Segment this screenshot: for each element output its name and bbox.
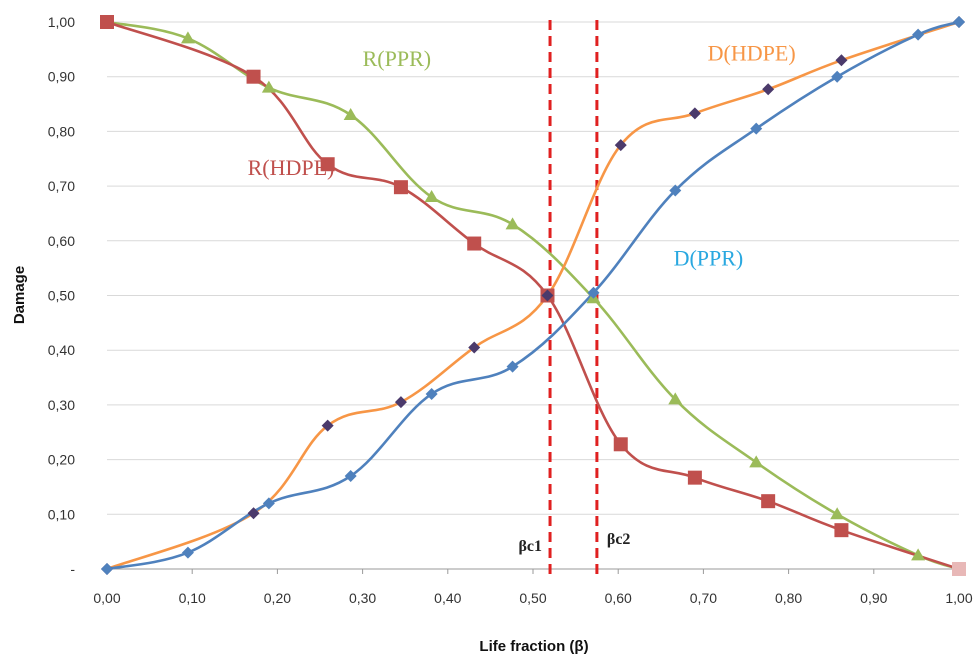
y-tick-label: - (70, 561, 75, 577)
x-tick-label: 0,40 (434, 590, 461, 606)
data-point-square (320, 157, 335, 172)
data-point-diamond (101, 563, 113, 575)
data-point-diamond (587, 286, 600, 299)
data-point-diamond (831, 70, 844, 83)
data-point-square (393, 180, 408, 195)
data-point-diamond (614, 139, 627, 152)
y-axis-title: Damage (11, 266, 28, 324)
x-axis-title: Life fraction (β) (479, 638, 588, 655)
markers-group (100, 15, 966, 576)
x-tick-label: 0,80 (775, 590, 802, 606)
y-tick-label: 0,80 (48, 123, 75, 139)
data-point-diamond (247, 507, 260, 520)
y-tick-label: 0,40 (48, 342, 75, 358)
data-point-triangle (424, 190, 439, 203)
critical-line-label: βc2 (607, 531, 631, 548)
series-label: D(PPR) (674, 245, 744, 270)
data-point-diamond (669, 184, 682, 197)
data-point-triangle (343, 107, 358, 120)
data-point-square (100, 15, 114, 29)
data-point-square (952, 562, 966, 576)
x-tick-label: 0,10 (179, 590, 206, 606)
data-point-diamond (344, 470, 357, 483)
data-point-diamond (762, 83, 775, 96)
data-point-square (834, 523, 849, 538)
data-point-square (761, 494, 776, 509)
series-label: R(PPR) (363, 46, 431, 71)
y-tick-label: 0,60 (48, 233, 75, 249)
y-tick-label: 0,70 (48, 178, 75, 194)
x-tick-label: 0,20 (264, 590, 291, 606)
gridlines (107, 21, 959, 515)
x-tick-label: 0,30 (349, 590, 376, 606)
data-point-diamond (506, 360, 519, 373)
y-tick-label: 0,10 (48, 506, 75, 522)
axes: - 0,10 0,20 0,30 0,40 0,50 0,60 0,70 0,80 0,90 1,0… (48, 14, 973, 606)
data-point-triangle (180, 31, 195, 44)
data-point-square (687, 470, 702, 485)
y-tick-label: 0,90 (48, 69, 75, 85)
data-point-square (467, 236, 482, 251)
data-point-diamond (425, 387, 438, 400)
x-tick-label: 0,00 (93, 590, 120, 606)
y-tick-label: 1,00 (48, 14, 75, 30)
data-point-diamond (181, 546, 194, 559)
series-label: R(HDPE) (248, 155, 335, 180)
data-point-square (246, 69, 261, 84)
y-tick-label: 0,30 (48, 397, 75, 413)
data-point-triangle (505, 217, 520, 230)
x-tick-label: 0,90 (860, 590, 887, 606)
series-label: D(HDPE) (708, 40, 796, 65)
data-point-triangle (830, 507, 845, 520)
data-point-triangle (668, 392, 683, 405)
data-point-diamond (750, 122, 763, 135)
x-tick-label: 0,50 (519, 590, 546, 606)
data-point-diamond (541, 289, 554, 302)
data-point-diamond (321, 419, 334, 432)
x-tick-label: 0,60 (605, 590, 632, 606)
x-tick-label: 0,70 (690, 590, 717, 606)
data-point-diamond (835, 54, 848, 67)
critical-lines: βc1 βc2 (519, 20, 631, 575)
annotation-labels: R(PPR) R(HDPE) D(HDPE) D(PPR) (248, 40, 796, 270)
y-tick-label: 0,50 (48, 288, 75, 304)
data-point-diamond (953, 16, 965, 28)
data-point-diamond (912, 28, 925, 41)
data-point-diamond (262, 497, 275, 510)
data-point-triangle (749, 455, 764, 468)
data-point-diamond (394, 396, 407, 409)
y-tick-label: 0,20 (48, 452, 75, 468)
x-tick-label: 1,00 (945, 590, 972, 606)
critical-line-label: βc1 (519, 538, 543, 555)
data-point-diamond (688, 107, 701, 120)
data-point-diamond (468, 341, 481, 354)
data-point-triangle (911, 548, 926, 561)
data-point-triangle (261, 80, 276, 93)
data-point-square (613, 437, 628, 452)
